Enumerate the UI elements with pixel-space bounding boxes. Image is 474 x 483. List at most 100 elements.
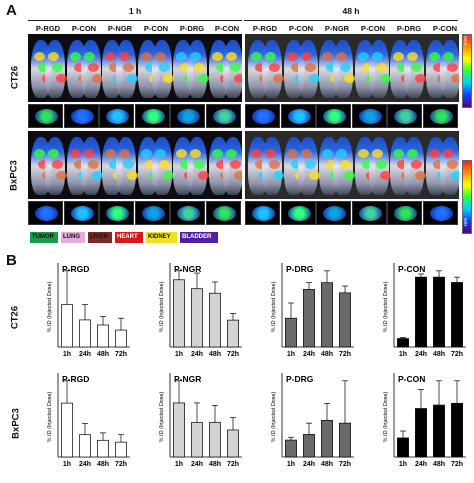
bar	[209, 422, 221, 458]
organ-signal	[251, 149, 262, 158]
organ-signal	[69, 52, 81, 61]
organ-signal	[91, 74, 103, 83]
organ-signal	[308, 171, 320, 180]
bar	[173, 402, 185, 458]
col-label: P-CON	[143, 24, 169, 33]
organ-signal	[407, 52, 419, 61]
row-label-ct26-b: CT26	[9, 305, 21, 330]
organ-signal	[230, 160, 241, 169]
organ-signal	[255, 160, 266, 169]
bar-chart-svg: % ID (Injected Dose) P-CON 1h 24h 48h 72h	[383, 263, 466, 358]
organ-signal	[357, 52, 369, 61]
x-tick-label: 72h	[227, 461, 239, 468]
x-tick-label: 1h	[175, 461, 183, 468]
bar	[339, 422, 351, 458]
bar-chart: % ID (Injected Dose) P-NGR 1h 24h 48h 72h	[140, 365, 250, 475]
mouse-image-strip	[28, 34, 242, 102]
x-tick-label: 1h	[175, 351, 183, 358]
x-tick-label: 1h	[399, 461, 407, 468]
mouse-image-strip	[245, 34, 459, 102]
bar	[303, 434, 315, 458]
col-label: P-NGR	[324, 24, 350, 33]
organ-signal	[371, 149, 383, 158]
organ-signal	[140, 149, 152, 158]
x-tick-label: 24h	[79, 461, 91, 468]
mouse-image-strip	[28, 131, 242, 199]
tumor-tile	[423, 201, 458, 225]
bar	[285, 317, 297, 348]
tumor-tile	[316, 201, 352, 225]
organ-signal	[91, 171, 103, 180]
bar	[321, 282, 333, 348]
bar-chart: % ID (Injected Dose) P-DRG 1h 24h 48h 72h	[252, 255, 362, 365]
x-tick-label: 48h	[97, 351, 109, 358]
bar	[97, 324, 109, 348]
bar	[209, 292, 221, 348]
time-1h-header: 1 h	[128, 6, 142, 16]
tumor-signal	[177, 206, 201, 221]
organ-signal	[344, 171, 356, 180]
organ-signal	[56, 171, 67, 180]
bar	[227, 319, 239, 348]
organ-signal	[411, 63, 423, 72]
tumor-signal	[252, 109, 275, 124]
organ-signal	[290, 160, 302, 169]
organ-signal	[322, 52, 334, 61]
organ-signal	[234, 74, 242, 83]
x-tick-label: 48h	[209, 351, 221, 358]
chart-title: P-RGD	[62, 264, 89, 274]
organ-signal	[109, 160, 121, 169]
bar-chart-svg: % ID (Injected Dose) P-NGR 1h 24h 48h 72h	[159, 263, 242, 358]
tumor-tile	[206, 104, 241, 128]
organ-signal	[105, 52, 117, 61]
organ-signal	[429, 149, 440, 158]
bar	[115, 329, 127, 348]
bar	[285, 439, 297, 458]
organ-signal	[451, 171, 459, 180]
organ-signal	[34, 149, 45, 158]
tumor-signal	[287, 206, 311, 221]
organ-signal	[447, 63, 458, 72]
organ-signal	[269, 160, 280, 169]
y-axis-label: % ID (Injected Dose)	[47, 281, 53, 332]
organ-signal	[48, 52, 59, 61]
organ-signal	[397, 63, 409, 72]
bar	[97, 439, 109, 458]
organ-signal	[286, 149, 298, 158]
organ-signal	[361, 63, 373, 72]
bar	[433, 404, 445, 458]
organ-signal	[322, 149, 334, 158]
tumor-signal	[213, 109, 236, 124]
organ-signal	[158, 63, 170, 72]
organ-signal	[127, 74, 139, 83]
tumor-tile	[280, 104, 316, 128]
col-label: P-DRG	[396, 24, 422, 33]
bar	[61, 402, 73, 458]
row-label-ct26: CT26	[9, 65, 21, 90]
organ-signal	[144, 160, 156, 169]
organ-signal	[194, 160, 206, 169]
colorbar-min-label: MIN	[463, 218, 468, 227]
organ-signal	[344, 74, 356, 83]
x-tick-label: 1h	[399, 351, 407, 358]
organ-signal	[48, 149, 59, 158]
bar	[115, 441, 127, 458]
tumor-tile	[387, 201, 423, 225]
organ-signal	[176, 149, 188, 158]
tumor-tile	[99, 104, 135, 128]
organ-signal	[73, 63, 85, 72]
tumor-tile-row	[28, 201, 242, 225]
legend-lung: LUNG	[61, 232, 85, 243]
x-tick-label: 24h	[79, 351, 91, 358]
x-tick-label: 48h	[209, 461, 221, 468]
organ-signal	[255, 63, 266, 72]
col-label: P-NGR	[107, 24, 133, 33]
organ-signal	[144, 63, 156, 72]
organ-signal	[273, 74, 284, 83]
organ-signal	[415, 74, 427, 83]
organ-signal	[251, 52, 262, 61]
tumor-tile-row	[245, 104, 459, 128]
legend-tumor: TUMOR	[30, 232, 58, 243]
bar	[397, 338, 409, 348]
tumor-tile	[99, 201, 135, 225]
